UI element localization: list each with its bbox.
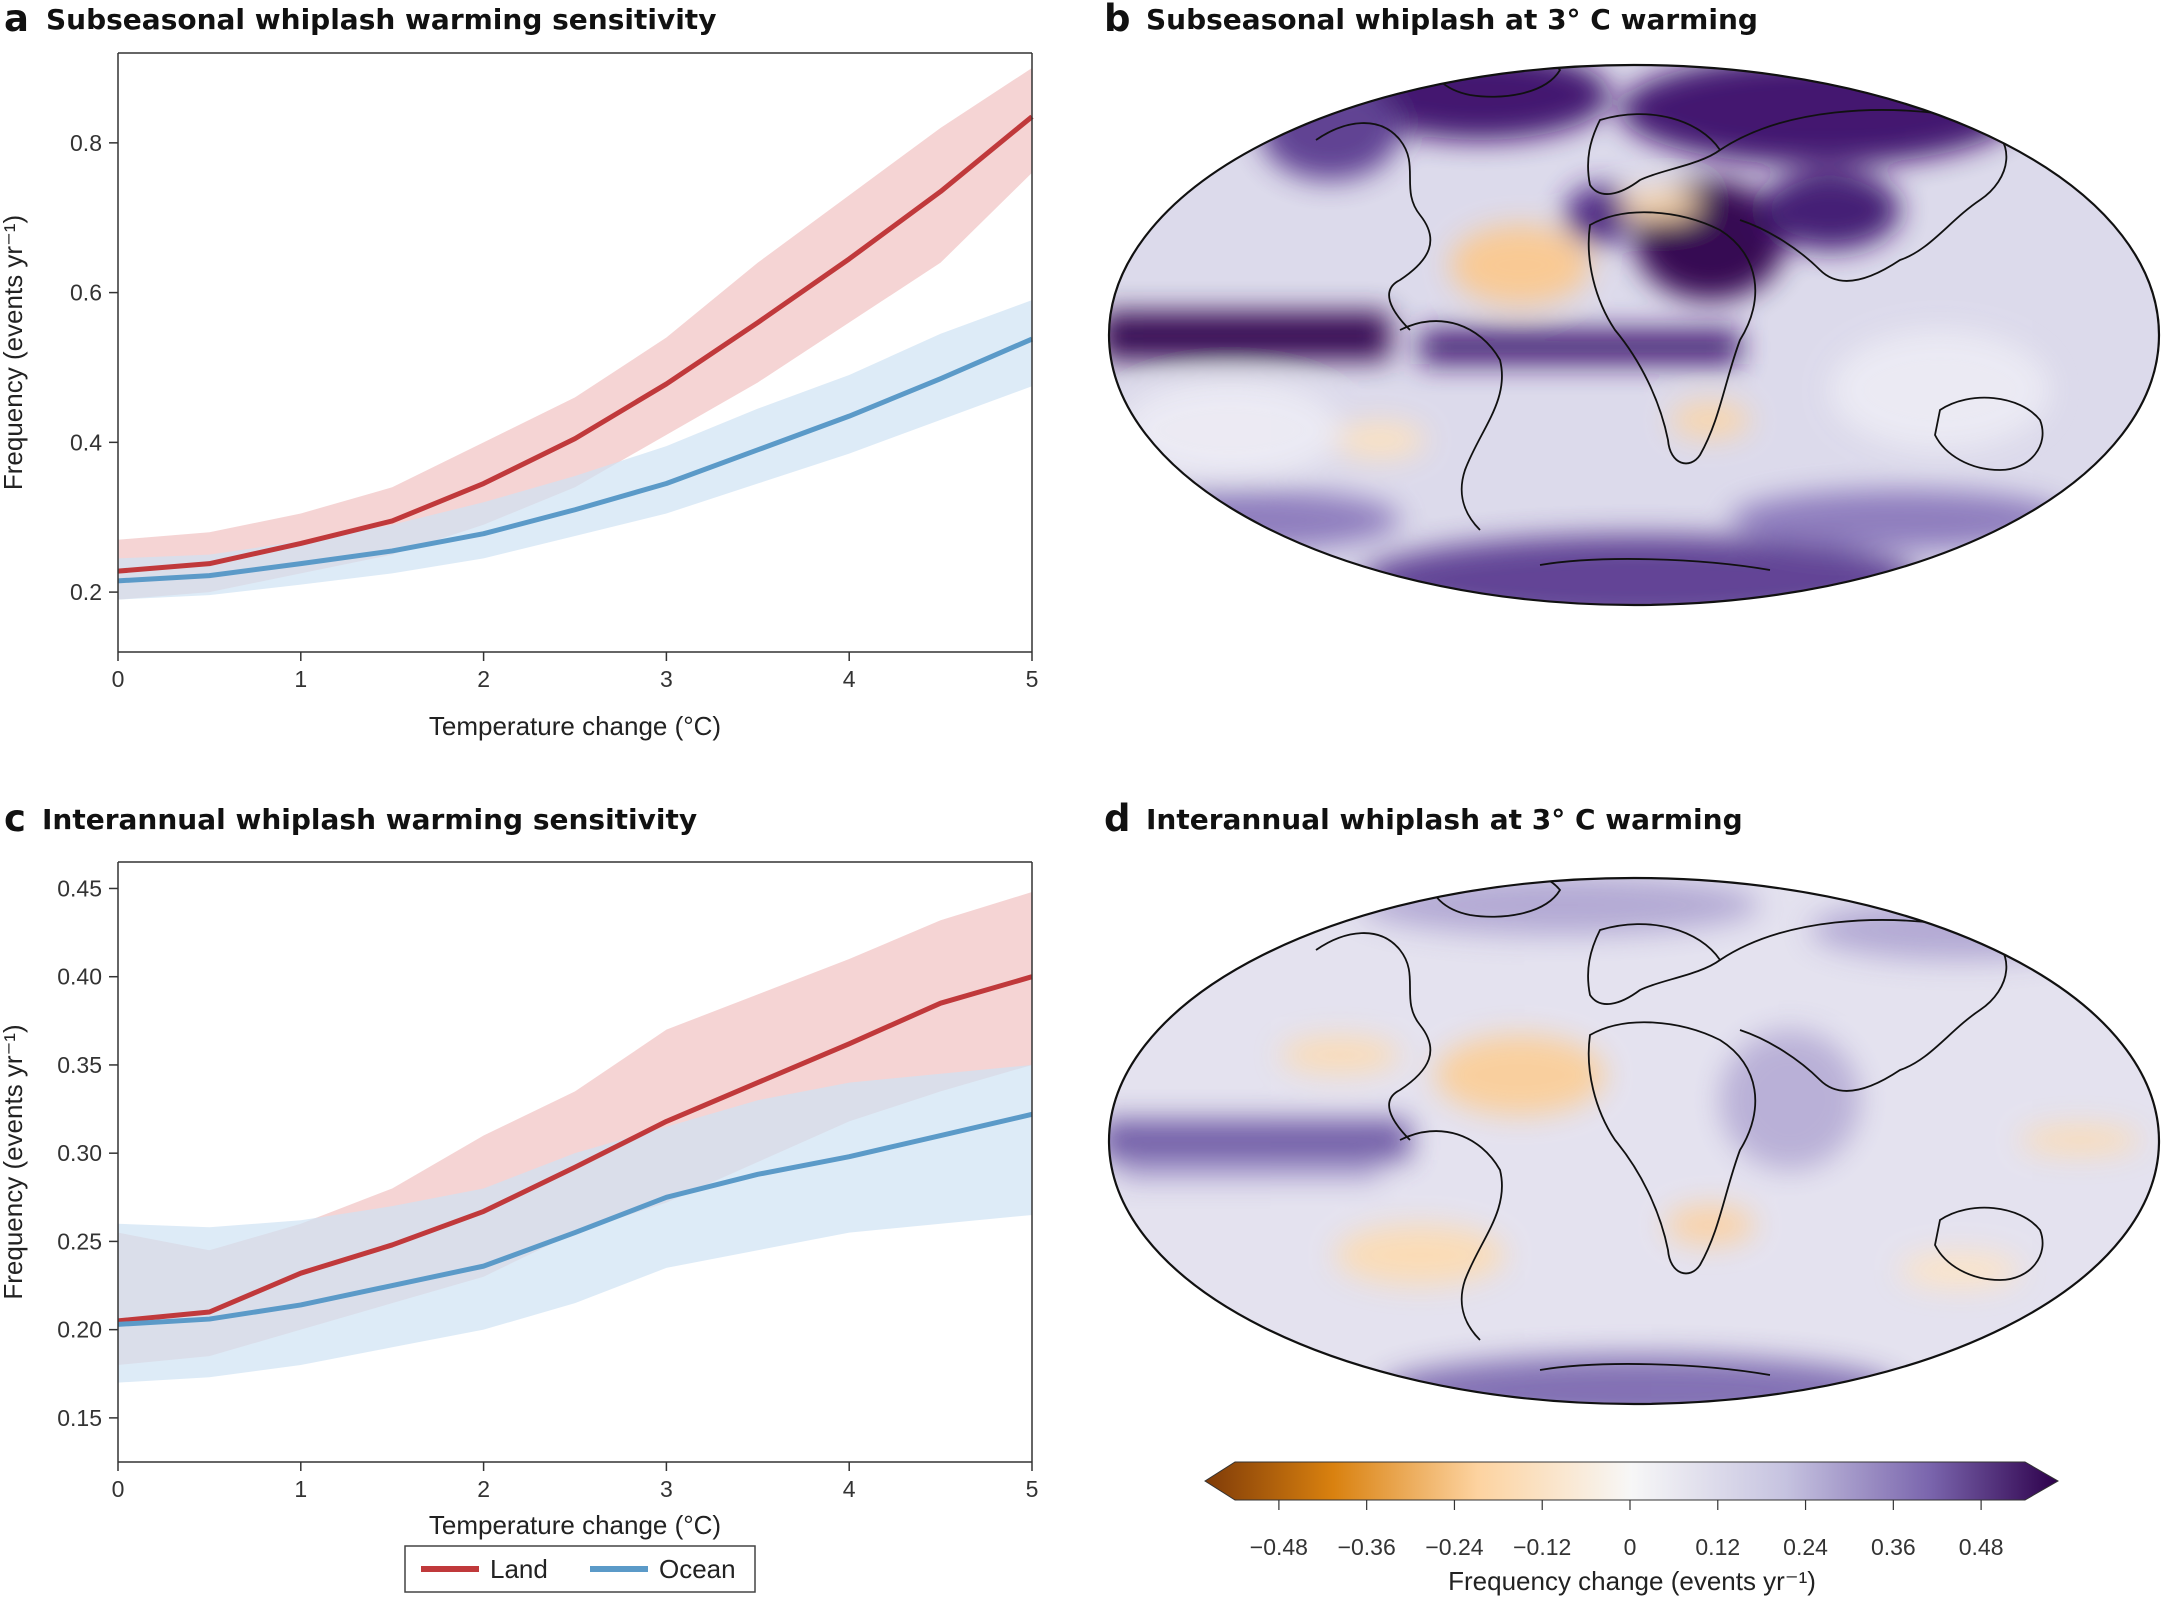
map-d-coastlines [1315, 878, 2044, 1376]
colorbar-tick-label: −0.12 [1513, 1534, 1571, 1560]
x-tick-label: 3 [660, 666, 673, 692]
x-axis-label: Temperature change (°C) [429, 1510, 721, 1540]
panel-c: c Interannual whiplash warming sensitivi… [0, 797, 1038, 1540]
x-tick-label: 3 [660, 1476, 673, 1502]
x-tick-label: 2 [477, 1476, 490, 1502]
map-subseasonal [1107, 63, 2161, 607]
colorbar: −0.48 −0.36 −0.24 −0.12 0 0.12 0.24 0.36 0.48 Fr… [1204, 1461, 2060, 1596]
panel-d-title: Interannual whiplash at 3° C warming [1146, 803, 1743, 836]
x-tick-label: 1 [294, 1476, 307, 1502]
x-tick-label: 4 [843, 1476, 856, 1502]
colorbar-label: Frequency change (events yr⁻¹) [1448, 1566, 1816, 1596]
colorbar-bar [1204, 1461, 2060, 1501]
panel-a-title: Subseasonal whiplash warming sensitivity [46, 3, 716, 36]
legend-ocean-label: Ocean [659, 1554, 736, 1584]
y-tick-label: 0.30 [57, 1140, 102, 1166]
y-tick-label: 0.40 [57, 964, 102, 990]
y-axis-label: Frequency (events yr⁻¹) [0, 1024, 28, 1299]
map-b-border [1107, 63, 2161, 607]
colorbar-tick-label: −0.48 [1250, 1534, 1308, 1560]
panel-b: b Subseasonal whiplash at 3° C warming [1104, 0, 2161, 607]
colorbar-tick-label: −0.36 [1338, 1534, 1396, 1560]
y-axis-label: Frequency (events yr⁻¹) [0, 215, 28, 490]
map-interannual [1107, 876, 2161, 1406]
colorbar-tick-label: −0.24 [1425, 1534, 1483, 1560]
map-d-border [1107, 876, 2161, 1406]
x-tick-label: 4 [843, 666, 856, 692]
panel-b-title: Subseasonal whiplash at 3° C warming [1146, 3, 1758, 36]
panel-d: d Interannual whiplash at 3° C warming [1104, 797, 2161, 1406]
legend: Land Ocean [404, 1545, 756, 1593]
y-tick-label: 0.45 [57, 875, 102, 901]
chart-interannual: 0 1 2 3 4 5 0.15 0.20 0.25 0.30 0.35 0.40 0.45 Temper… [0, 861, 1039, 1540]
colorbar-ticks: −0.48 −0.36 −0.24 −0.12 0 0.12 0.24 0.36 0.48 [1250, 1500, 2004, 1560]
x-tick-label: 0 [112, 1476, 125, 1502]
colorbar-tick-label: 0.36 [1871, 1534, 1916, 1560]
colorbar-tick-label: 0.12 [1695, 1534, 1740, 1560]
legend-land-label: Land [490, 1554, 548, 1584]
band-ocean [118, 1064, 1032, 1383]
colorbar-tick-label: 0 [1624, 1534, 1637, 1560]
panel-c-title: Interannual whiplash warming sensitivity [42, 803, 697, 836]
band-land [118, 67, 1032, 600]
y-tick-label: 0.6 [70, 280, 102, 306]
y-tick-label: 0.35 [57, 1052, 102, 1078]
y-tick-label: 0.4 [70, 429, 102, 455]
colorbar-tick-label: 0.48 [1959, 1534, 2004, 1560]
x-tick-label: 2 [477, 666, 490, 692]
x-tick-label: 0 [112, 666, 125, 692]
y-tick-label: 0.2 [70, 579, 102, 605]
y-tick-label: 0.8 [70, 130, 102, 156]
band-ocean [118, 300, 1032, 600]
y-tick-label: 0.25 [57, 1228, 102, 1254]
panel-a: a Subseasonal whiplash warming sensitivi… [0, 0, 1038, 741]
x-tick-label: 5 [1026, 666, 1039, 692]
x-tick-label: 5 [1026, 1476, 1039, 1502]
y-tick-label: 0.15 [57, 1405, 102, 1431]
y-tick-label: 0.20 [57, 1317, 102, 1343]
x-axis-label: Temperature change (°C) [429, 711, 721, 741]
panel-b-letter: b [1104, 0, 1131, 40]
panel-a-letter: a [4, 0, 29, 40]
colorbar-tick-label: 0.24 [1783, 1534, 1828, 1560]
panel-c-letter: c [4, 797, 26, 840]
map-b-coastlines [1315, 65, 2044, 571]
chart-subseasonal: 0 1 2 3 4 5 0.2 0.4 0.6 0.8 Temperature change (°C… [0, 52, 1039, 741]
x-tick-label: 1 [294, 666, 307, 692]
panel-d-letter: d [1104, 797, 1131, 840]
